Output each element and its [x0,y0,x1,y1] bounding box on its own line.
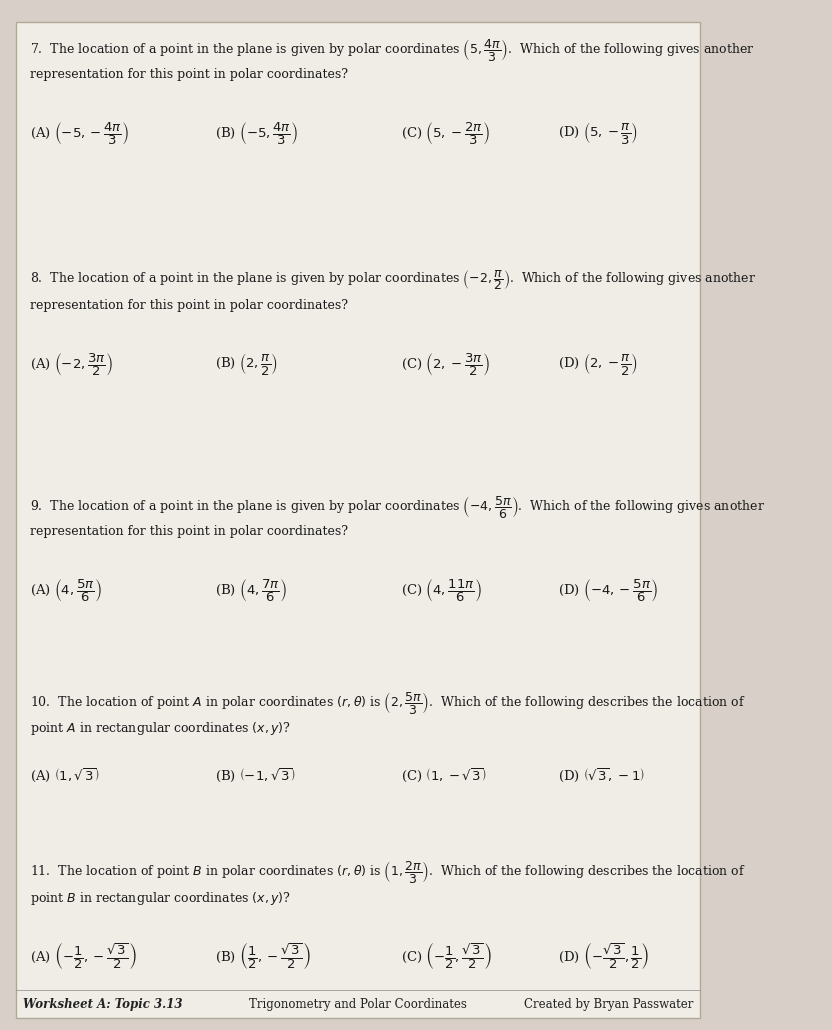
Text: (A) $\left(-\dfrac{1}{2}, -\dfrac{\sqrt{3}}{2}\right)$: (A) $\left(-\dfrac{1}{2}, -\dfrac{\sqrt{… [30,941,136,971]
Text: (B) $\left(\dfrac{1}{2}, -\dfrac{\sqrt{3}}{2}\right)$: (B) $\left(\dfrac{1}{2}, -\dfrac{\sqrt{3… [215,941,311,971]
Text: 7.  The location of a point in the plane is given by polar coordinates $\left(5,: 7. The location of a point in the plane … [30,37,755,63]
Text: (D) $\left(\sqrt{3}, -1\right)$: (D) $\left(\sqrt{3}, -1\right)$ [557,766,645,784]
Text: (A) $\left(4, \dfrac{5\pi}{6}\right)$: (A) $\left(4, \dfrac{5\pi}{6}\right)$ [30,577,102,604]
Text: representation for this point in polar coordinates?: representation for this point in polar c… [30,525,348,539]
Text: (A) $\left(-5, -\dfrac{4\pi}{3}\right)$: (A) $\left(-5, -\dfrac{4\pi}{3}\right)$ [30,119,129,146]
Text: point $A$ in rectangular coordinates $(x, y)$?: point $A$ in rectangular coordinates $(x… [30,720,291,737]
Text: 10.  The location of point $A$ in polar coordinates $(r, \theta)$ is $\left(2, \: 10. The location of point $A$ in polar c… [30,690,745,716]
Text: (A) $\left(-2, \dfrac{3\pi}{2}\right)$: (A) $\left(-2, \dfrac{3\pi}{2}\right)$ [30,350,113,378]
Text: representation for this point in polar coordinates?: representation for this point in polar c… [30,300,348,312]
Text: Created by Bryan Passwater: Created by Bryan Passwater [524,998,693,1010]
Text: (C) $\left(-\dfrac{1}{2}, \dfrac{\sqrt{3}}{2}\right)$: (C) $\left(-\dfrac{1}{2}, \dfrac{\sqrt{3… [401,941,492,971]
Text: (B) $\left(2, \dfrac{\pi}{2}\right)$: (B) $\left(2, \dfrac{\pi}{2}\right)$ [215,350,279,377]
Text: Worksheet A: Topic 3.13: Worksheet A: Topic 3.13 [22,998,182,1010]
Text: (B) $\left(-1, \sqrt{3}\right)$: (B) $\left(-1, \sqrt{3}\right)$ [215,766,296,784]
Text: (C) $\left(2, -\dfrac{3\pi}{2}\right)$: (C) $\left(2, -\dfrac{3\pi}{2}\right)$ [401,350,489,378]
Text: 9.  The location of a point in the plane is given by polar coordinates $\left(-4: 9. The location of a point in the plane … [30,494,765,520]
Text: 11.  The location of point $B$ in polar coordinates $(r, \theta)$ is $\left(1, \: 11. The location of point $B$ in polar c… [30,859,745,885]
Text: 8.  The location of a point in the plane is given by polar coordinates $\left(-2: 8. The location of a point in the plane … [30,269,756,293]
Text: Trigonometry and Polar Coordinates: Trigonometry and Polar Coordinates [249,998,467,1010]
Text: (C) $\left(4, \dfrac{11\pi}{6}\right)$: (C) $\left(4, \dfrac{11\pi}{6}\right)$ [401,577,482,604]
Text: (C) $\left(5, -\dfrac{2\pi}{3}\right)$: (C) $\left(5, -\dfrac{2\pi}{3}\right)$ [401,119,489,146]
Text: point $B$ in rectangular coordinates $(x, y)$?: point $B$ in rectangular coordinates $(x… [30,890,291,907]
Text: (D) $\left(5, -\dfrac{\pi}{3}\right)$: (D) $\left(5, -\dfrac{\pi}{3}\right)$ [557,119,638,145]
FancyBboxPatch shape [16,22,701,1019]
Text: (B) $\left(-5, \dfrac{4\pi}{3}\right)$: (B) $\left(-5, \dfrac{4\pi}{3}\right)$ [215,119,299,146]
Text: (C) $\left(1, -\sqrt{3}\right)$: (C) $\left(1, -\sqrt{3}\right)$ [401,766,487,784]
Text: (D) $\left(2, -\dfrac{\pi}{2}\right)$: (D) $\left(2, -\dfrac{\pi}{2}\right)$ [557,350,638,377]
Text: (D) $\left(-\dfrac{\sqrt{3}}{2}, \dfrac{1}{2}\right)$: (D) $\left(-\dfrac{\sqrt{3}}{2}, \dfrac{… [557,941,649,971]
Text: (D) $\left(-4, -\dfrac{5\pi}{6}\right)$: (D) $\left(-4, -\dfrac{5\pi}{6}\right)$ [557,577,658,604]
Text: representation for this point in polar coordinates?: representation for this point in polar c… [30,68,348,81]
Text: (A) $\left(1, \sqrt{3}\right)$: (A) $\left(1, \sqrt{3}\right)$ [30,766,99,784]
Text: (B) $\left(4, \dfrac{7\pi}{6}\right)$: (B) $\left(4, \dfrac{7\pi}{6}\right)$ [215,577,287,604]
